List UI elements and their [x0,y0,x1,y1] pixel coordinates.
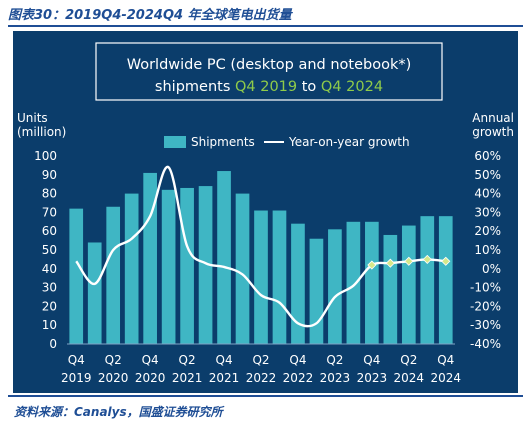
title-prefix: shipments [155,79,235,95]
right-axis-ticks: 60% 50% 40% 30% 20% 10% 0% -10% -20% -30% -40% [470,149,501,351]
left-tick-label: 10 [42,318,57,332]
x-tick-quarter: Q4 [216,353,233,367]
shipment-bar [254,210,268,344]
title-connector: to [297,79,321,95]
bottom-divider [8,395,523,397]
title-end-period: Q4 2024 [321,79,383,95]
shipment-bar [124,193,139,344]
right-tick-label: -20% [470,299,501,313]
x-tick-quarter: Q2 [179,353,196,367]
right-tick-label: -10% [470,281,501,295]
legend-line-label: Year-on-year growth [288,135,410,149]
right-tick-label: 60% [474,149,501,163]
x-tick-quarter: Q2 [326,353,343,367]
left-tick-label: 50 [42,243,57,257]
shipment-bar [365,221,379,344]
x-tick-quarter: Q4 [437,353,454,367]
growth-point-marker [422,254,432,264]
shipment-bar [106,206,121,344]
right-tick-label: 40% [474,187,501,201]
x-tick-year: 2020 [98,371,129,385]
left-tick-label: 20 [42,299,57,313]
shipment-bar [143,172,157,344]
x-tick-quarter: Q2 [105,353,122,367]
chart-panel: Worldwide PC (desktop and notebook*) shi… [13,31,518,393]
x-tick-quarter: Q4 [142,353,159,367]
growth-point-marker [441,256,451,266]
x-tick-year: 2021 [209,371,240,385]
growth-line-group [75,166,451,328]
left-axis-title-line1: Units [17,111,48,125]
shipment-bar [180,187,194,344]
x-tick-quarter: Q2 [400,353,417,367]
right-tick-label: 10% [474,243,501,257]
right-tick-label: -40% [470,337,501,351]
right-tick-label: 0% [482,262,501,276]
chart-title-line2: shipments Q4 2019 to Q4 2024 [155,79,383,95]
right-tick-label: -30% [470,318,501,332]
right-axis-title-line2: growth [472,125,514,139]
shipment-bar [217,171,231,344]
left-tick-label: 60 [42,224,57,238]
shipment-bar [401,225,416,344]
shipment-bar [235,193,250,344]
growth-point-marker [367,260,377,270]
shipment-bar [87,242,102,344]
left-tick-label: 40 [42,262,57,276]
left-tick-label: 70 [42,205,57,219]
x-tick-quarter: Q4 [363,353,380,367]
x-tick-year: 2021 [172,371,203,385]
x-tick-year: 2024 [394,371,425,385]
left-tick-label: 100 [34,149,57,163]
shipment-bar [420,216,435,344]
left-axis-ticks: 0 10 20 30 40 50 60 70 80 90 100 [34,149,57,351]
shipment-bar [383,234,398,344]
left-tick-label: 90 [42,168,57,182]
title-box [95,42,443,101]
x-tick-quarter: Q4 [289,353,306,367]
x-tick-quarter: Q2 [252,353,269,367]
shipment-bars [67,171,455,345]
x-tick-year: 2019 [61,371,92,385]
shipments-chart: Worldwide PC (desktop and notebook*) shi… [17,42,514,385]
shipment-bar [346,221,361,344]
shipment-bar [309,238,324,344]
growth-point-marker [404,256,414,266]
right-tick-label: 30% [474,205,501,219]
legend-bar-swatch [164,136,186,148]
title-start-period: Q4 2019 [235,79,297,95]
shipment-bar [438,216,453,344]
right-tick-label: 20% [474,224,501,238]
shipment-bar [328,229,342,344]
growth-line [75,166,446,328]
chart-title-line1: Worldwide PC (desktop and notebook*) [127,57,412,73]
figure-caption: 图表30：2019Q4-2024Q4 年全球笔电出货量 [8,8,292,23]
shipment-bar [272,210,287,344]
left-tick-label: 30 [42,281,57,295]
x-tick-year: 2022 [246,371,277,385]
top-divider [8,25,523,27]
shipment-bar [69,208,84,344]
left-axis-title-line2: (million) [17,125,66,139]
x-axis-ticks: Q4 2019 Q2 2020 Q4 2020 Q2 2021 Q4 2021 Q2 2022 Q4 20… [61,353,461,385]
x-tick-year: 2020 [135,371,166,385]
shipment-bar [291,223,305,344]
right-tick-label: 50% [474,168,501,182]
x-tick-year: 2023 [320,371,351,385]
x-tick-quarter: Q4 [68,353,85,367]
x-tick-year: 2023 [357,371,388,385]
left-tick-label: 0 [49,337,57,351]
growth-point-marker [385,258,395,268]
source-note: 资料来源：Canalys，国盛证券研究所 [14,405,223,419]
right-axis-title-line1: Annual [472,111,514,125]
x-tick-year: 2024 [430,371,461,385]
legend-bar-label: Shipments [191,135,255,149]
shipment-bar [198,186,213,344]
left-tick-label: 80 [42,187,57,201]
shipment-bar [161,189,176,344]
x-tick-year: 2022 [283,371,314,385]
